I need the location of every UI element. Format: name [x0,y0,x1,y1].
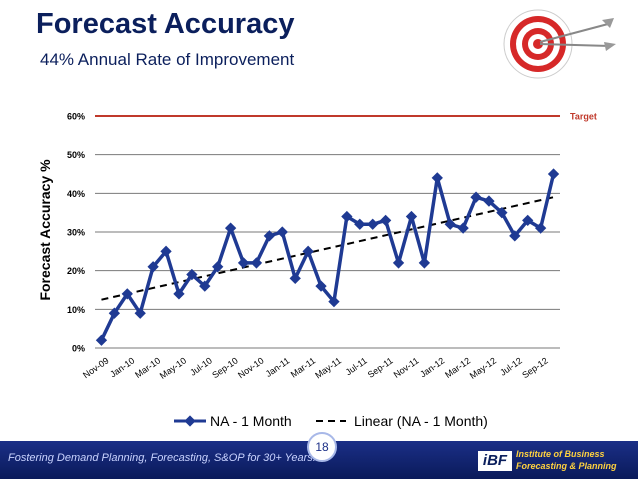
data-point [547,168,560,180]
data-point [302,245,314,257]
x-tick-label: Sep-12 [520,355,550,380]
legend-series-marker [184,415,196,427]
x-tick-label: Jan-10 [108,355,136,379]
y-tick-label: 60% [67,112,85,122]
y-tick-label: 50% [67,150,85,160]
x-tick-label: Mar-10 [133,355,162,380]
data-point [147,261,159,273]
x-tick-label: May-12 [468,355,498,380]
legend-trend-label: Linear (NA - 1 Month) [354,413,488,429]
x-tick-label: Jul-12 [498,355,524,377]
logo-mark: iBF [478,451,512,471]
forecast-accuracy-chart: 0%10%20%30%40%50%60% Nov-09Jan-10Mar-10M… [37,112,597,430]
x-tick-label: Jan-11 [264,355,292,379]
y-tick-label: 40% [67,189,85,199]
data-point [522,214,534,227]
data-point [134,307,146,319]
y-tick-label: 0% [72,344,85,354]
x-tick-label: Jul-10 [188,355,214,377]
target-label: Target [570,112,597,122]
y-tick-label: 10% [67,305,85,315]
data-point [354,218,366,230]
legend: NA - 1 Month Linear (NA - 1 Month) [174,413,488,429]
legend-series-label: NA - 1 Month [210,413,292,429]
data-point [379,214,392,227]
x-tick-label: Jan-12 [418,355,446,379]
data-point [276,226,288,238]
page-number: 18 [307,432,337,462]
footer-tagline: Fostering Demand Planning, Forecasting, … [8,452,316,464]
data-point [367,218,379,230]
data-point [418,257,431,269]
data-point [444,218,456,230]
slide-subtitle: 44% Annual Rate of Improvement [40,50,295,69]
data-point [289,272,301,285]
data-point [212,261,224,273]
arrows [539,18,616,51]
data-point [224,222,237,234]
data-point [263,230,276,242]
y-axis-label: Forecast Accuracy % [37,159,53,301]
x-tick-label: Mar-11 [289,355,318,379]
y-tick-label: 20% [67,266,85,276]
data-point [199,280,211,292]
data-point [392,257,405,269]
x-tick-label: Nov-11 [392,355,421,379]
data-point [483,195,495,207]
logo-line-2: Forecasting & Planning [516,461,617,471]
target-board [503,9,573,79]
slide-title: Forecast Accuracy [36,8,295,40]
data-point [534,222,547,234]
trend-line [101,196,554,301]
data-point [470,191,482,203]
x-tick-label: Nov-09 [81,355,111,380]
logo-text: Institute of Business Forecasting & Plan… [516,448,617,472]
archery-target-icon [503,9,616,79]
data-point [173,288,185,300]
data-point [315,280,327,292]
data-point [341,210,353,223]
x-tick-label: Nov-10 [236,355,266,380]
y-tick-label: 30% [67,228,85,238]
data-point [405,210,418,223]
x-tick-label: Sep-10 [210,355,240,380]
data-point [328,295,340,308]
data-point [250,257,263,269]
data-point [457,222,469,234]
data-point [95,334,108,346]
data-point [160,245,172,257]
x-tick-label: May-11 [313,355,343,380]
ibf-logo: iBF Institute of Business Forecasting & … [478,448,628,476]
data-point [431,172,443,184]
x-tick-label: Mar-12 [443,355,472,380]
data-point [496,207,508,219]
x-tick-label: Jul-11 [344,355,369,377]
x-tick-label: May-10 [158,355,188,380]
x-tick-label: Sep-11 [366,355,395,379]
data-point [186,268,198,281]
logo-line-1: Institute of Business [516,449,605,459]
data-point [237,257,250,269]
